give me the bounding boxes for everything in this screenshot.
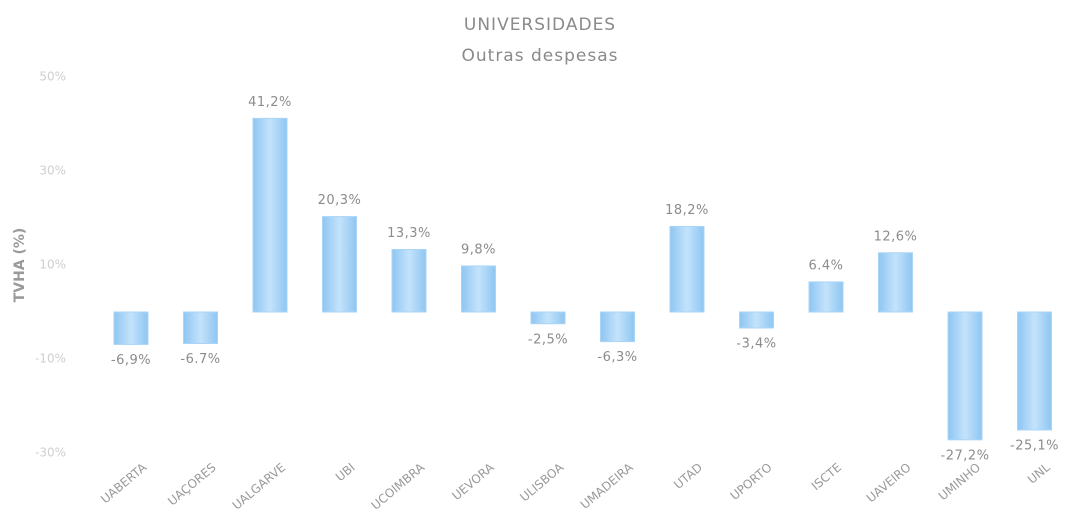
value-label: 41,2% xyxy=(248,95,292,110)
value-label: 18,2% xyxy=(665,203,709,218)
value-label: 13,3% xyxy=(387,226,431,241)
value-label: -2,5% xyxy=(528,332,568,347)
x-tick-label: UAÇORES xyxy=(165,460,219,508)
x-tick-label: UCOIMBRA xyxy=(369,460,428,513)
bar xyxy=(1017,311,1052,431)
y-tick-label: 30% xyxy=(39,164,66,178)
bar xyxy=(391,248,427,313)
value-label: -6,3% xyxy=(597,350,637,365)
x-tick-label: UNL xyxy=(1025,460,1053,487)
x-tick-label: UALGARVE xyxy=(230,460,289,512)
bar xyxy=(113,311,149,345)
bar xyxy=(252,117,288,313)
bar xyxy=(878,252,913,313)
value-label: -6,9% xyxy=(111,353,151,368)
bar xyxy=(600,311,635,343)
value-label: 12,6% xyxy=(874,229,918,244)
chart-title: UNIVERSIDADES xyxy=(464,15,616,35)
value-label: -6.7% xyxy=(180,352,220,367)
bar xyxy=(530,311,566,325)
x-tick-label: UPORTO xyxy=(728,460,775,503)
bar xyxy=(183,311,218,344)
bar xyxy=(322,216,357,313)
x-tick-label: UMINHO xyxy=(936,460,983,503)
bar xyxy=(739,311,774,329)
x-tick-label: UTAD xyxy=(671,460,705,492)
x-tick-label: UMADEIRA xyxy=(578,460,636,512)
y-tick-label: -30% xyxy=(35,446,66,460)
chart-subtitle: Outras despesas xyxy=(462,46,619,66)
y-tick-label: -10% xyxy=(35,352,66,366)
x-tick-label: ULISBOA xyxy=(517,460,567,505)
x-tick-label: ISCTE xyxy=(809,460,844,493)
bar xyxy=(669,225,705,313)
value-label: -25,1% xyxy=(1010,438,1059,453)
value-label: -27,2% xyxy=(941,448,990,463)
y-axis-title: TVHA (%) xyxy=(12,228,28,303)
x-tick-label: UBI xyxy=(333,460,358,484)
value-label: 9,8% xyxy=(461,242,496,257)
x-tick-label: UEVORA xyxy=(449,460,497,503)
bar xyxy=(808,281,844,313)
y-tick-label: 10% xyxy=(39,258,66,272)
bar xyxy=(947,311,983,441)
y-tick-label: 50% xyxy=(39,70,66,84)
value-label: 6.4% xyxy=(808,258,843,273)
x-tick-label: UAVEIRO xyxy=(864,460,914,505)
x-tick-label: UABERTA xyxy=(98,460,150,507)
bar xyxy=(461,265,496,313)
value-label: -3,4% xyxy=(736,336,776,351)
value-label: 20,3% xyxy=(318,193,362,208)
